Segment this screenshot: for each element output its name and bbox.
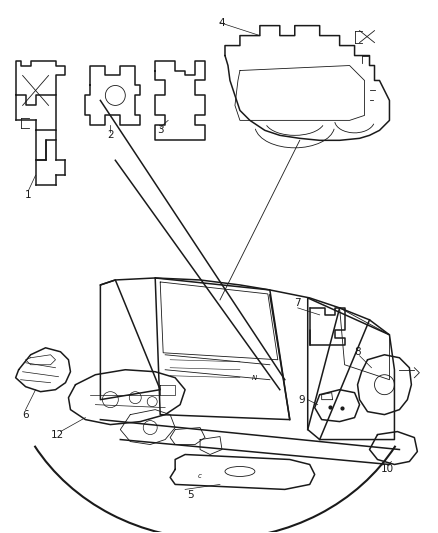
- Text: 2: 2: [107, 131, 113, 140]
- Text: 9: 9: [298, 394, 305, 405]
- Text: 5: 5: [187, 490, 194, 500]
- Text: c: c: [198, 473, 202, 480]
- Text: 4: 4: [219, 18, 225, 28]
- Text: 8: 8: [354, 347, 361, 357]
- Text: 3: 3: [157, 125, 163, 135]
- Text: 6: 6: [22, 410, 29, 419]
- Text: 10: 10: [381, 464, 394, 474]
- Text: 12: 12: [51, 430, 64, 440]
- Text: 1: 1: [25, 190, 32, 200]
- Text: 7: 7: [294, 298, 301, 308]
- Text: N: N: [252, 375, 258, 381]
